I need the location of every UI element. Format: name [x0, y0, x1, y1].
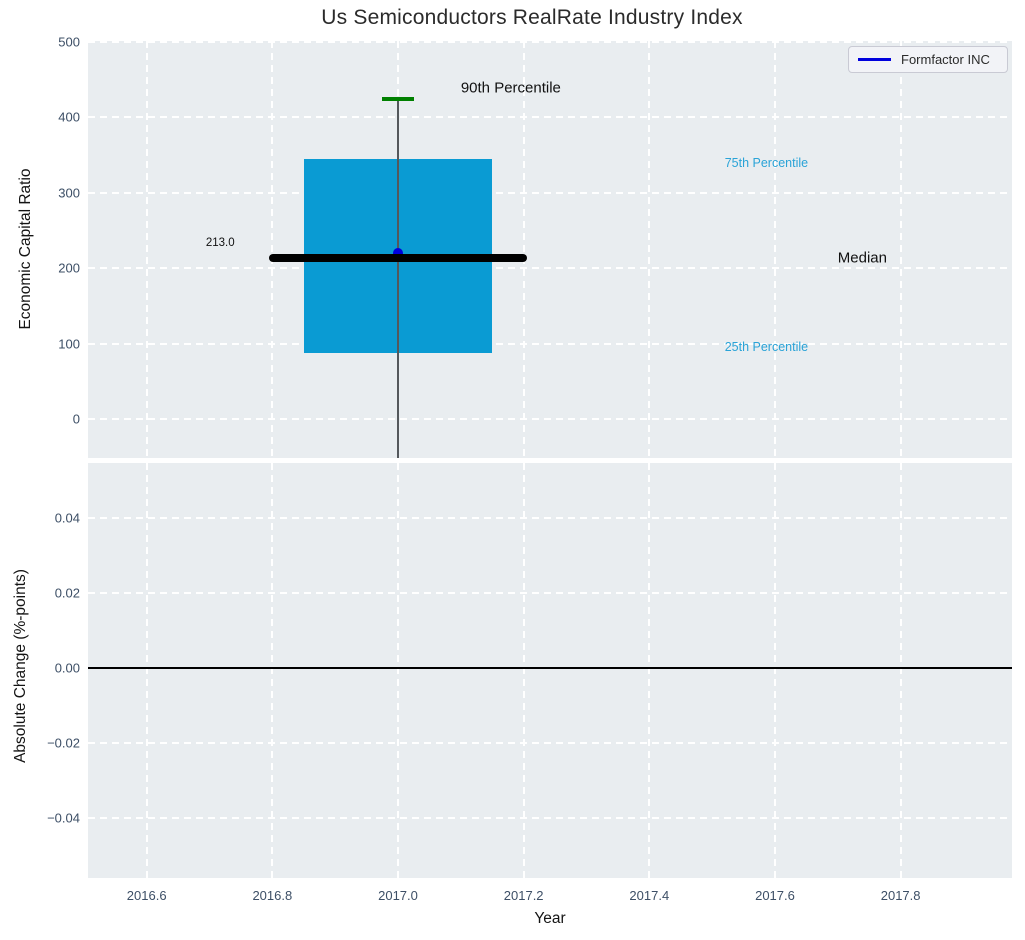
annotation-median: Median — [838, 250, 887, 267]
whisker-line — [397, 99, 399, 458]
xtick-label: 2017.0 — [378, 888, 418, 903]
x-axis-title: Year — [534, 910, 565, 928]
gridline-y — [88, 817, 1012, 819]
xtick-label: 2017.6 — [755, 888, 795, 903]
legend-line-icon — [858, 58, 891, 61]
ytick-label: 100 — [18, 336, 80, 351]
annotation-75th-percentile: 75th Percentile — [725, 156, 808, 170]
annotation-25th-percentile: 25th Percentile — [725, 340, 808, 354]
gridline-y — [88, 418, 1012, 420]
gridline-x — [648, 41, 650, 458]
gridline-x — [523, 41, 525, 458]
median-line — [269, 254, 527, 262]
annotation-90th-percentile: 90th Percentile — [461, 79, 561, 96]
gridline-y — [88, 41, 1012, 43]
ytick-label: 0 — [18, 412, 80, 427]
gridline-y — [88, 742, 1012, 744]
ytick-label: 0.02 — [18, 586, 80, 601]
ytick-label: −0.04 — [18, 810, 80, 825]
figure: Us Semiconductors RealRate Industry Inde… — [0, 0, 1025, 940]
xtick-label: 2016.6 — [127, 888, 167, 903]
chart-title: Us Semiconductors RealRate Industry Inde… — [88, 6, 976, 30]
ytick-label: 500 — [18, 35, 80, 50]
gridline-x — [774, 41, 776, 458]
legend-label: Formfactor INC — [901, 52, 990, 67]
gridline-y — [88, 343, 1012, 345]
legend: Formfactor INC — [848, 46, 1008, 73]
zero-line — [88, 667, 1012, 669]
gridline-y — [88, 116, 1012, 118]
ytick-label: 300 — [18, 185, 80, 200]
xtick-label: 2016.8 — [252, 888, 292, 903]
xtick-label: 2017.4 — [629, 888, 669, 903]
xtick-label: 2017.8 — [881, 888, 921, 903]
whisker-cap-90th-icon — [382, 97, 414, 101]
gridline-x — [146, 41, 148, 458]
gridline-y — [88, 267, 1012, 269]
xtick-label: 2017.2 — [504, 888, 544, 903]
gridline-y — [88, 517, 1012, 519]
gridline-y — [88, 592, 1012, 594]
gridline-x — [900, 41, 902, 458]
ytick-label: 200 — [18, 261, 80, 276]
annotation-213-0: 213.0 — [206, 237, 235, 249]
ytick-label: −0.02 — [18, 735, 80, 750]
ytick-label: 0.04 — [18, 511, 80, 526]
ytick-label: 400 — [18, 110, 80, 125]
gridline-x — [271, 41, 273, 458]
ytick-label: 0.00 — [18, 661, 80, 676]
gridline-y — [88, 192, 1012, 194]
